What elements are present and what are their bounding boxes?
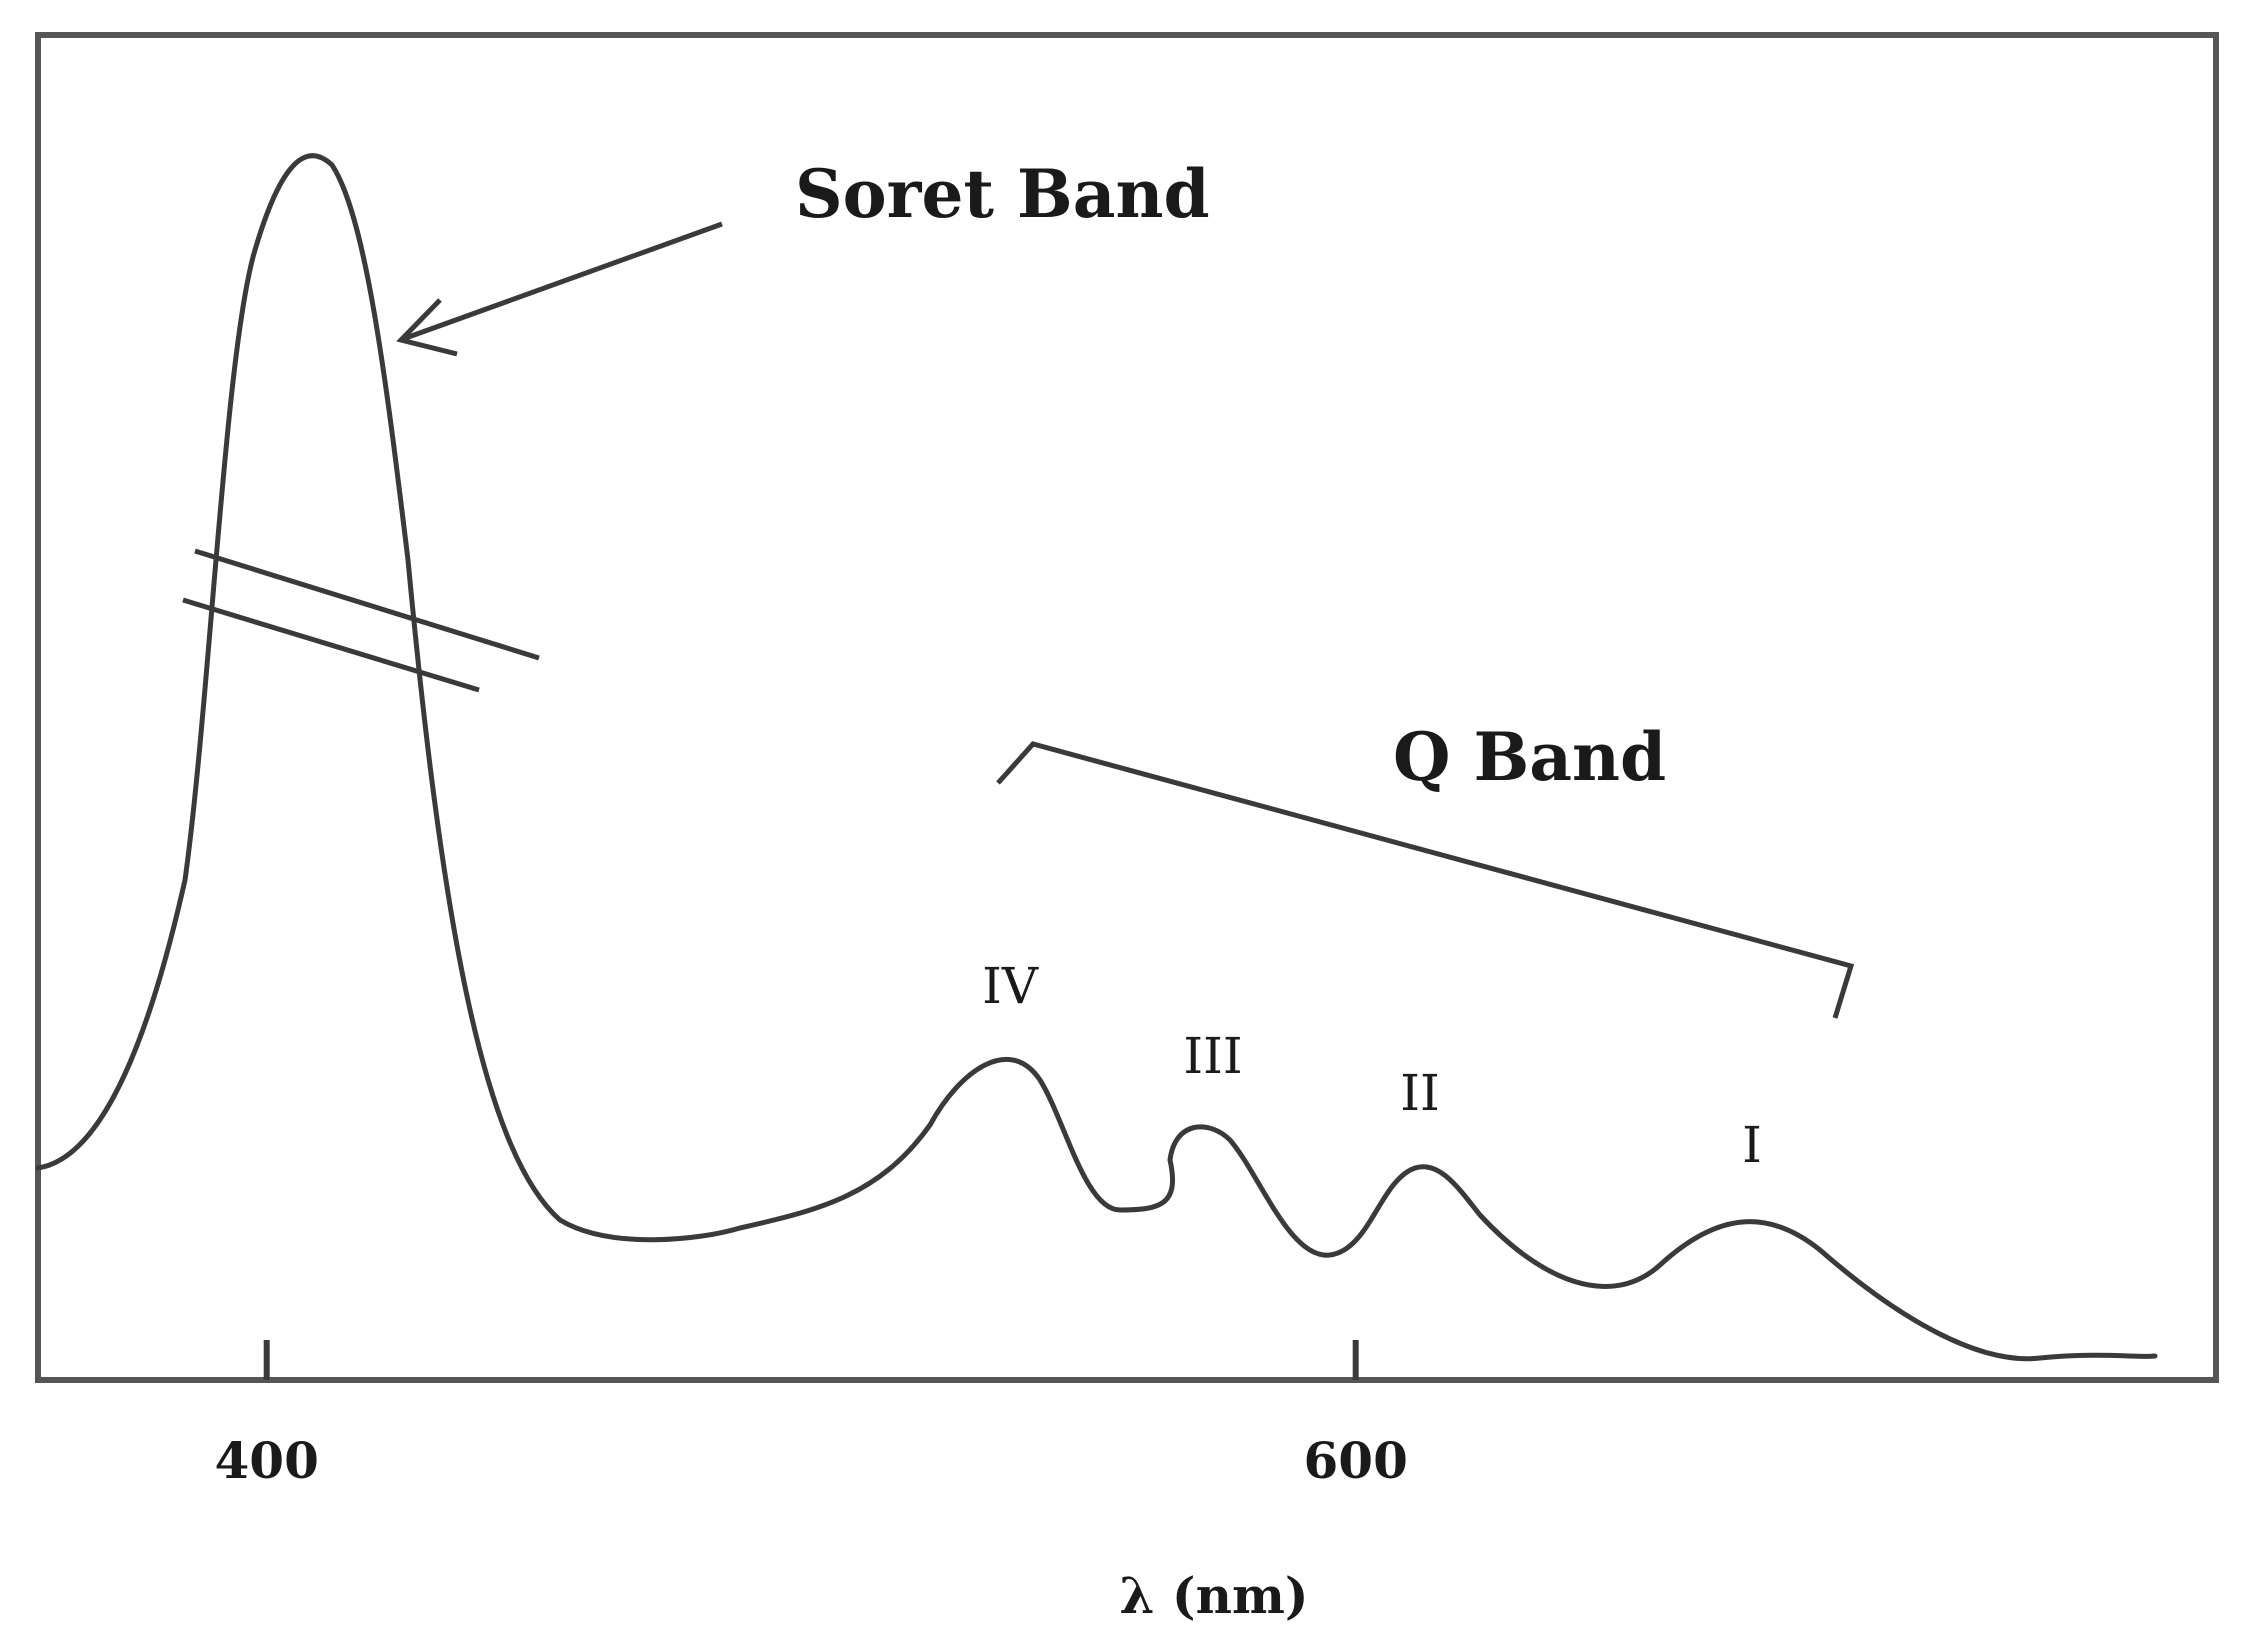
- peak-label-i: I: [1742, 1116, 1762, 1174]
- peak-label-ii: II: [1400, 1064, 1440, 1122]
- x-axis-ticks: 400 600: [215, 1340, 1408, 1490]
- soret-band-annotation: Soret Band: [396, 155, 1210, 357]
- plot-frame: [35, 32, 2219, 1383]
- peak-label-iii: III: [1183, 1027, 1242, 1085]
- x-tick-label-600: 600: [1304, 1431, 1408, 1490]
- axis-break-line-lower: [182, 597, 480, 693]
- q-band-annotation: Q Band: [996, 718, 1855, 1019]
- spectrum-series-line: [35, 153, 2158, 1362]
- peak-labels: IV III II I: [982, 957, 1762, 1174]
- peak-label-iv: IV: [982, 957, 1039, 1015]
- q-band-bracket: [996, 741, 1855, 1019]
- y-axis-break: [182, 548, 540, 693]
- axis-break-line-upper: [194, 548, 540, 661]
- q-band-label: Q Band: [1393, 718, 1666, 796]
- x-tick-label-400: 400: [215, 1431, 319, 1490]
- x-axis-label: λ (nm): [1119, 1566, 1308, 1625]
- soret-arrow-head: [396, 298, 458, 357]
- soret-arrow-shaft: [402, 221, 723, 342]
- soret-band-label: Soret Band: [795, 155, 1210, 233]
